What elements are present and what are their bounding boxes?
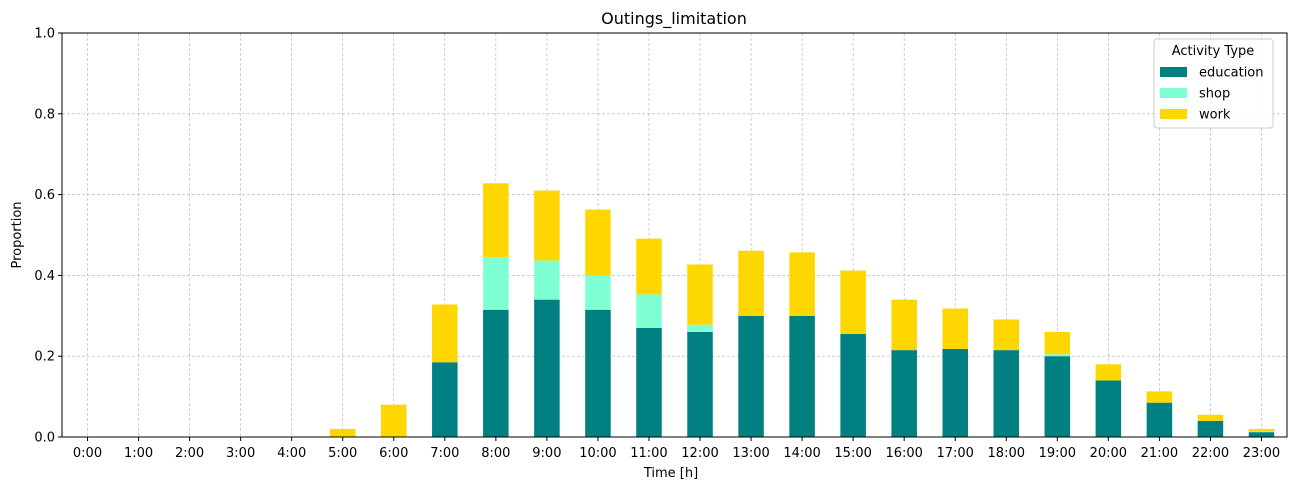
bar-work [1248, 428, 1275, 431]
bar-work [636, 238, 662, 295]
bar-work [738, 250, 764, 316]
bar-education [585, 309, 611, 437]
x-axis-label: Time [h] [643, 466, 698, 481]
bar-work [942, 308, 968, 349]
x-tick-label: 20:00 [1090, 446, 1127, 461]
x-tick-label: 11:00 [630, 446, 667, 461]
y-axis: 0.0 0.2 0.4 0.6 0.8 1.0 [34, 27, 62, 446]
bar-education [534, 299, 560, 437]
y-tick-label: 0.0 [34, 431, 55, 446]
x-tick-label: 7:00 [430, 446, 459, 461]
bar-work [1197, 414, 1224, 421]
bar-work [432, 304, 458, 363]
x-tick-label: 19:00 [1039, 446, 1076, 461]
x-axis: 0:00 1:00 2:00 3:00 4:00 5:00 6:00 7:00 8:00 9:00… [73, 437, 1280, 461]
bar-shop [636, 294, 662, 328]
bar-work [483, 183, 509, 258]
x-tick-label: 18:00 [988, 446, 1025, 461]
bar-education [738, 315, 764, 437]
bars [329, 183, 1275, 437]
legend-title: Activity Type [1172, 44, 1255, 59]
bar-education [1248, 432, 1275, 437]
x-tick-label: 21:00 [1141, 446, 1178, 461]
bar-education [993, 350, 1020, 437]
bar-work [993, 319, 1020, 351]
x-tick-label: 5:00 [328, 446, 357, 461]
bar-education [1197, 420, 1224, 437]
x-tick-label: 3:00 [226, 446, 255, 461]
x-tick-label: 17:00 [936, 446, 973, 461]
bar-work [1095, 364, 1122, 381]
bar-education [483, 309, 509, 437]
plot-frame [61, 32, 1288, 438]
legend-swatch-shop [1160, 88, 1187, 98]
x-tick-label: 9:00 [532, 446, 561, 461]
x-tick-label: 22:00 [1192, 446, 1229, 461]
bar-education [840, 333, 866, 437]
x-tick-label: 12:00 [681, 446, 718, 461]
legend-box [1153, 38, 1274, 129]
bar-shop [483, 257, 509, 310]
x-tick-label: 10:00 [579, 446, 616, 461]
bar-work [789, 252, 815, 316]
bar-education [636, 327, 662, 437]
bar-work [329, 428, 356, 437]
y-tick-label: 0.2 [34, 350, 55, 365]
x-tick-label: 23:00 [1243, 446, 1280, 461]
bar-education [789, 315, 815, 437]
legend-label-education: education [1199, 66, 1264, 81]
bar-work [585, 209, 611, 276]
bar-work [1146, 391, 1173, 403]
bar-work [687, 264, 713, 325]
bar-education [1095, 380, 1122, 437]
x-tick-label: 16:00 [885, 446, 922, 461]
x-tick-label: 0:00 [73, 446, 102, 461]
bar-education [891, 350, 917, 437]
bar-work [534, 190, 560, 261]
x-tick-label: 4:00 [277, 446, 306, 461]
bar-education [942, 348, 968, 437]
bar-work [891, 299, 917, 351]
chart-title: Outings_limitation [601, 9, 747, 29]
bar-education [1044, 356, 1071, 437]
bar-shop [687, 324, 713, 332]
legend: Activity Type education shop work [1153, 38, 1274, 129]
x-tick-label: 6:00 [379, 446, 408, 461]
legend-label-shop: shop [1199, 87, 1230, 102]
bar-education [687, 331, 713, 437]
legend-swatch-work [1160, 109, 1187, 119]
bar-education [432, 362, 458, 437]
x-tick-label: 8:00 [481, 446, 510, 461]
bar-education [1146, 402, 1173, 437]
bar-shop [585, 275, 611, 310]
bar-shop [1248, 430, 1275, 433]
x-tick-label: 13:00 [732, 446, 769, 461]
bar-work [1044, 331, 1071, 355]
y-tick-label: 0.8 [34, 107, 55, 122]
x-tick-label: 2:00 [175, 446, 204, 461]
bar-work [381, 404, 407, 437]
y-tick-label: 0.6 [34, 188, 55, 203]
bar-shop [534, 260, 560, 300]
x-tick-label: 14:00 [783, 446, 820, 461]
x-tick-label: 1:00 [124, 446, 153, 461]
legend-label-work: work [1199, 108, 1231, 123]
y-tick-label: 1.0 [34, 27, 55, 42]
bar-work [840, 270, 866, 334]
bar-shop [1044, 354, 1071, 357]
x-tick-label: 15:00 [834, 446, 871, 461]
y-axis-label: Proportion [10, 201, 25, 268]
legend-swatch-education [1160, 67, 1187, 77]
y-tick-label: 0.4 [34, 269, 55, 284]
